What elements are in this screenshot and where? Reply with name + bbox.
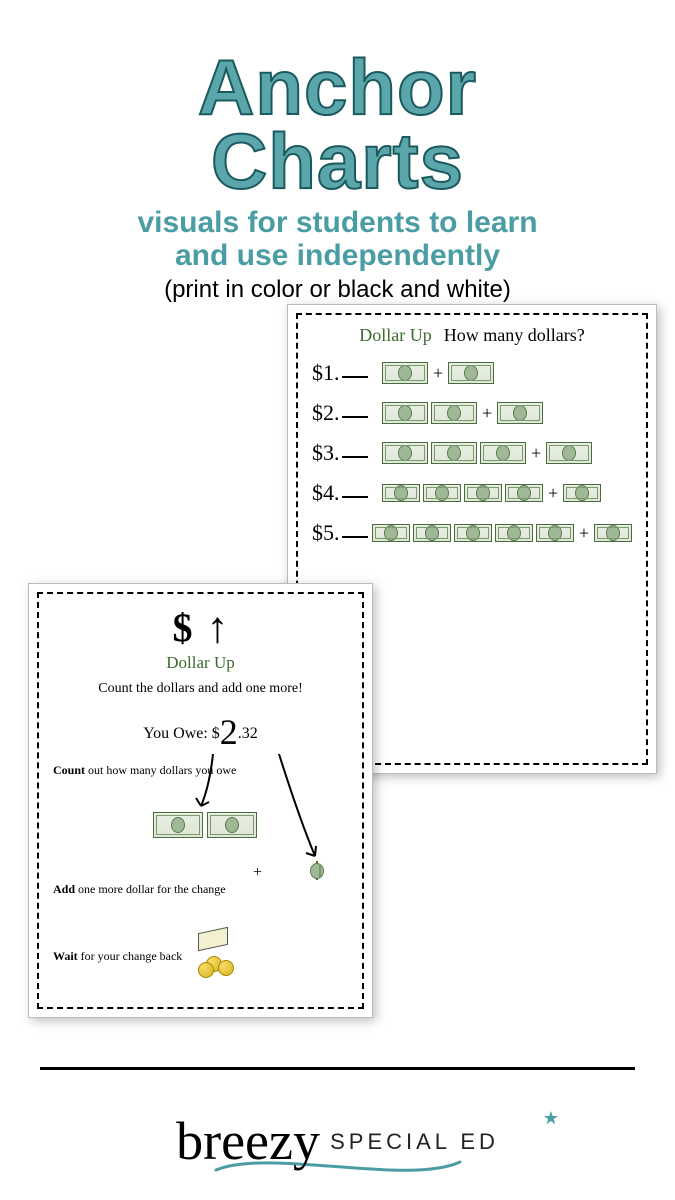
step-add: Add one more dollar for the change [53, 882, 226, 897]
bill-row: $2. + [312, 400, 632, 426]
title-line-2: Charts [211, 117, 464, 205]
left-main-bills [153, 812, 257, 838]
left-plus-symbol: + [253, 864, 262, 882]
bills-group: + [382, 402, 543, 424]
dollar-bill-icon [372, 524, 410, 542]
dollar-bill-icon [382, 484, 420, 502]
dollar-sign-icon: $ [173, 604, 193, 651]
row-price: $3. [312, 440, 382, 466]
bill-row: $3. + [312, 440, 632, 466]
bill-row: $4. + [312, 480, 632, 506]
bill-row: $5. + [312, 520, 632, 546]
dollar-bill-icon [448, 362, 494, 384]
you-owe-label: You Owe: $ [143, 725, 220, 742]
subtitle-line-2: and use independently [175, 239, 500, 272]
left-instruction: Count the dollars and add one more! [53, 681, 348, 697]
dollar-bill-icon [497, 402, 543, 424]
brand-script: breezy [176, 1110, 320, 1172]
blank-line [342, 376, 368, 378]
header-block: Anchor Charts visuals for students to le… [0, 0, 675, 304]
step-wait: Wait for your change back [53, 949, 182, 964]
dollar-bill-icon [382, 362, 428, 384]
dollar-bill-icon [207, 812, 257, 838]
step-wait-row: Wait for your change back [53, 936, 348, 976]
arrow-to-extra-bill-icon [271, 752, 331, 872]
subtitle-line-1: visuals for students to learn [137, 206, 537, 239]
dollar-bill-icon [431, 442, 477, 464]
bills-group: + [382, 442, 592, 464]
bills-group: + [382, 483, 601, 504]
worksheet-left-inner: $ ↑ Dollar Up Count the dollars and add … [37, 592, 364, 1009]
dollar-up-label: Dollar Up [359, 325, 431, 346]
plus-symbol: + [577, 523, 591, 544]
left-extra-bill [316, 862, 318, 880]
owe-big-digit: 2 [220, 712, 238, 752]
plus-symbol: + [431, 363, 445, 384]
bill-rows-container: $1. + $2. + $3. + $4. + $5. + [312, 360, 632, 546]
bills-group: + [382, 362, 494, 384]
plus-symbol: + [529, 443, 543, 464]
left-dollar-up-label: Dollar Up [53, 653, 348, 673]
owe-cents: .32 [238, 725, 258, 742]
worksheet-card-left: $ ↑ Dollar Up Count the dollars and add … [28, 583, 373, 1018]
subtitle: visuals for students to learn and use in… [0, 206, 675, 272]
blank-line [342, 416, 368, 418]
dollar-bill-icon [413, 524, 451, 542]
step-wait-bold: Wait [53, 949, 78, 963]
dollar-bill-icon [454, 524, 492, 542]
step-wait-text: for your change back [78, 949, 183, 963]
blank-line [342, 536, 368, 538]
worksheet-stage: Dollar Up How many dollars? $1. + $2. + $3. +… [0, 304, 675, 1024]
right-title-row: Dollar Up How many dollars? [312, 325, 632, 346]
dollar-bill-icon [316, 861, 318, 880]
bill-row: $1. + [312, 360, 632, 386]
main-title: Anchor Charts [0, 50, 675, 198]
dollar-bill-icon [153, 812, 203, 838]
divider-line [40, 1067, 635, 1070]
row-price: $5. [312, 520, 372, 546]
dollar-bill-icon [563, 484, 601, 502]
left-top-row: $ ↑ [53, 604, 348, 651]
step-add-text: one more dollar for the change [75, 882, 226, 896]
arrow-to-bills-icon [193, 752, 233, 816]
dollar-bill-icon [546, 442, 592, 464]
you-owe-row: You Owe: $2.32 [53, 711, 348, 753]
row-price: $2. [312, 400, 382, 426]
dollar-bill-icon [382, 442, 428, 464]
bills-group: + [372, 523, 632, 544]
dollar-bill-icon [536, 524, 574, 542]
row-price: $4. [312, 480, 382, 506]
dollar-bill-icon [423, 484, 461, 502]
dollar-bill-icon [505, 484, 543, 502]
left-bills-area: + Add one more dollar for the change [53, 782, 348, 932]
subtitle-note: (print in color or black and white) [0, 276, 675, 304]
brand-caps: SPECIAL ED [320, 1129, 499, 1154]
dollar-bill-icon [431, 402, 477, 424]
star-icon: ★ [543, 1108, 559, 1129]
dollar-bill-icon [594, 524, 632, 542]
dollar-bill-icon [480, 442, 526, 464]
plus-symbol: + [546, 483, 560, 504]
dollar-bill-icon [464, 484, 502, 502]
blank-line [342, 456, 368, 458]
step-add-bold: Add [53, 882, 75, 896]
step-count-bold: Count [53, 763, 85, 777]
up-arrow-icon: ↑ [207, 606, 229, 650]
how-many-label: How many dollars? [444, 325, 585, 346]
footer: ★ breezy SPECIAL ED [0, 1110, 675, 1172]
dollar-bill-icon [495, 524, 533, 542]
coins-icon [192, 936, 252, 976]
plus-symbol: + [480, 403, 494, 424]
dollar-bill-icon [382, 402, 428, 424]
row-price: $1. [312, 360, 382, 386]
blank-line [342, 496, 368, 498]
